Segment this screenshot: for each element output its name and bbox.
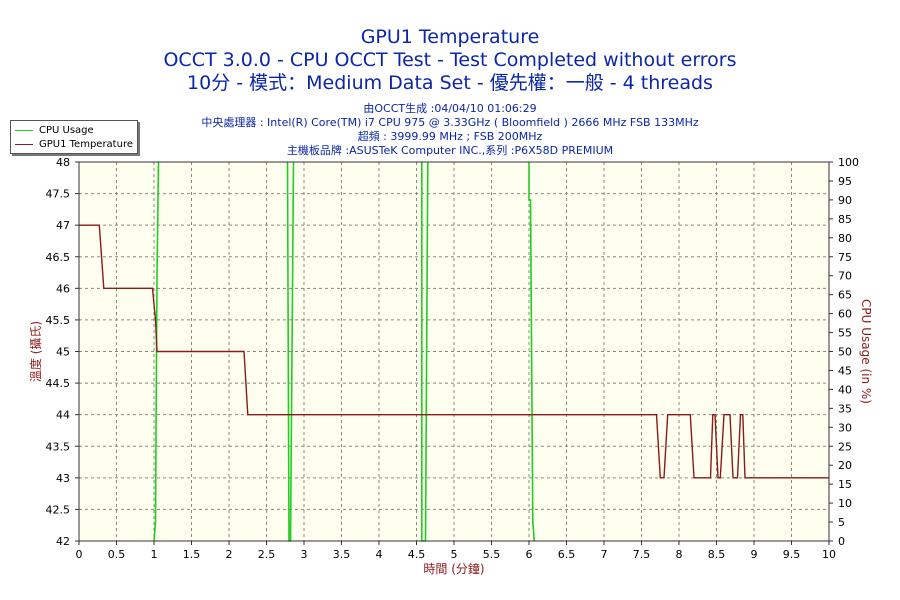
y-left-tick-label: 43 [56,472,70,485]
chart-title: GPU1 Temperature [360,26,540,48]
y-right-tick-label: 80 [838,232,852,245]
y-right-tick-label: 95 [838,175,852,188]
x-tick-label: 6.5 [558,548,576,561]
y-right-tick-label: 55 [838,327,852,340]
y-left-tick-label: 47.5 [46,188,71,201]
x-tick-label: 3 [301,548,308,561]
y-left-tick-label: 44.5 [46,377,71,390]
info-motherboard: 主機板品牌 :ASUSTeK Computer INC.,系列 :P6X58D … [286,144,614,157]
legend-swatch-cpu [15,129,33,131]
y-right-tick-label: 90 [838,194,852,207]
y-right-tick-label: 25 [838,440,852,453]
y-axis-label-left: 溫度 (攝氏) [28,321,43,382]
x-tick-label: 1 [151,548,158,561]
y-right-tick-label: 100 [838,156,859,169]
y-right-tick-label: 5 [838,516,845,529]
y-left-tick-label: 45 [56,346,70,359]
chart-subtitle-test: OCCT 3.0.0 - CPU OCCT Test - Test Comple… [163,49,737,71]
x-tick-label: 2 [226,548,233,561]
x-tick-label: 4.5 [408,548,426,561]
x-tick-label: 5 [451,548,458,561]
info-cpu: 中央處理器 : Intel(R) Core(TM) i7 CPU 975 @ 3… [201,116,699,129]
x-tick-label: 2.5 [258,548,276,561]
y-right-tick-label: 60 [838,308,852,321]
y-left-tick-label: 46 [56,282,70,295]
x-tick-label: 9 [751,548,758,561]
legend: CPU Usage GPU1 Temperature [10,120,138,154]
x-tick-label: 1.5 [183,548,201,561]
y-right-tick-label: 15 [838,478,852,491]
series-line-gpu1-temperature [79,224,829,479]
y-right-tick-label: 0 [838,535,845,548]
x-tick-label: 9.5 [783,548,801,561]
x-tick-label: 0.5 [108,548,126,561]
y-right-tick-label: 65 [838,289,852,302]
x-axis-label: 時間 (分鐘) [423,561,484,576]
y-right-tick-label: 75 [838,251,852,264]
y-axis-label-right: CPU Usage (in %) [859,299,873,404]
x-tick-label: 4 [376,548,383,561]
y-left-tick-label: 45.5 [46,314,71,327]
y-right-tick-label: 10 [838,497,852,510]
y-right-tick-label: 30 [838,421,852,434]
y-left-tick-label: 46.5 [46,251,71,264]
y-right-tick-label: 35 [838,402,852,415]
x-tick-label: 5.5 [483,548,501,561]
x-tick-label: 7 [601,548,608,561]
chart-titles: GPU1 Temperature OCCT 3.0.0 - CPU OCCT T… [0,26,900,95]
info-overclock: 超頻 : 3999.99 MHz ; FSB 200MHz [357,130,543,143]
x-tick-label: 7.5 [633,548,651,561]
system-info: 由OCCT生成 :04/04/10 01:06:29 中央處理器 : Intel… [0,102,900,158]
y-right-tick-label: 50 [838,346,852,359]
y-right-tick-label: 45 [838,364,852,377]
info-generated: 由OCCT生成 :04/04/10 01:06:29 [363,102,537,115]
y-left-tick-label: 47 [56,219,70,232]
x-tick-label: 0 [76,548,83,561]
y-left-tick-label: 44 [56,409,70,422]
x-tick-label: 8.5 [708,548,726,561]
legend-label-temp: GPU1 Temperature [39,138,133,150]
y-right-tick-label: 70 [838,270,852,283]
y-left-tick-label: 43.5 [46,440,71,453]
axes-group: 0 0.5 1 1.5 2 2.5 3 3.5 4 4.5 5 5.5 6 6.5 7 7.5 8 8.5 9 9.5… [46,156,860,561]
legend-label-cpu: CPU Usage [39,124,94,136]
legend-item-temp: GPU1 Temperature [15,138,133,150]
x-tick-label: 3.5 [333,548,351,561]
y-left-tick-label: 42.5 [46,503,71,516]
x-tick-label: 10 [822,548,836,561]
y-right-tick-label: 85 [838,213,852,226]
y-left-tick-label: 42 [56,535,70,548]
chart-subtitle-mode: 10分 - 模式：Medium Data Set - 優先權：一般 - 4 th… [187,72,713,94]
x-tick-label: 6 [526,548,533,561]
y-right-tick-label: 20 [838,459,852,472]
y-right-tick-label: 40 [838,383,852,396]
y-left-tick-label: 48 [56,156,70,169]
x-tick-label: 8 [676,548,683,561]
legend-item-cpu: CPU Usage [15,124,94,136]
legend-swatch-temp [15,143,33,145]
